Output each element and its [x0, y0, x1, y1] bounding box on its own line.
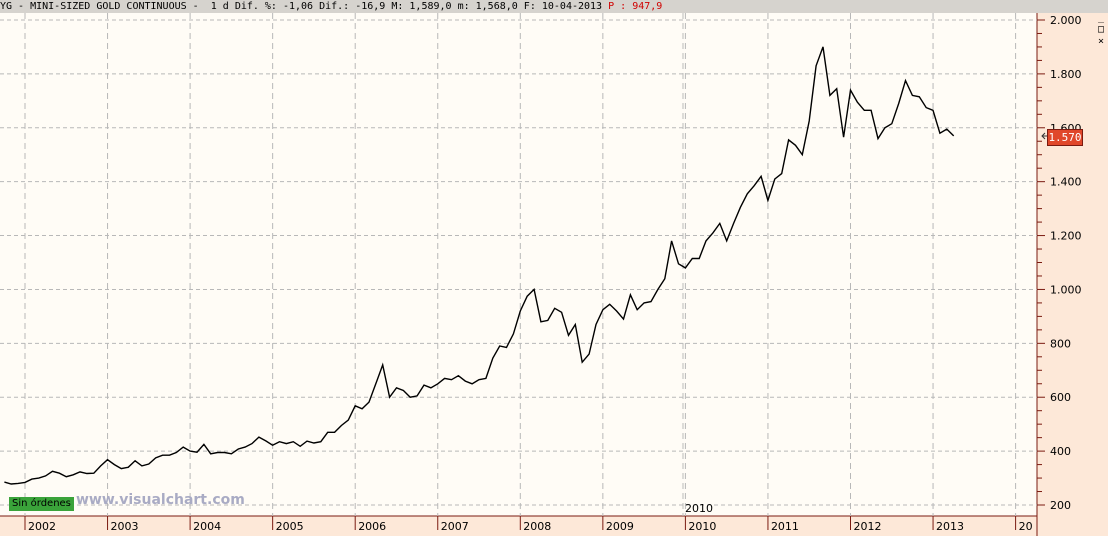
- x-tick-label: 2012: [854, 520, 882, 533]
- x-tick-label: 2013: [936, 520, 964, 533]
- y-tick-label: 1.000: [1050, 283, 1082, 296]
- x-tick-label: 2008: [523, 520, 551, 533]
- y-tick-label: 600: [1050, 391, 1071, 404]
- p-value: P : 947,9: [608, 1, 663, 12]
- y-tick-label: 2.000: [1050, 14, 1082, 27]
- stats-text: Dif. %: -1,06 Dif.: -16,9 M: 1,589,0 m: …: [234, 1, 603, 12]
- x-tick-label: 2002: [28, 520, 56, 533]
- minimize-button[interactable]: _: [1097, 12, 1104, 23]
- cursor-label: 2010: [685, 502, 713, 515]
- last-price-tag: 1.570: [1047, 129, 1083, 146]
- x-tick-label: 2011: [771, 520, 799, 533]
- y-axis-panel: [1037, 13, 1108, 536]
- chart-header: YG - MINI-SIZED GOLD CONTINUOUS - 1 d Di…: [0, 0, 1108, 47]
- x-tick-label: 2003: [111, 520, 139, 533]
- x-tick-label: 2007: [441, 520, 469, 533]
- y-tick-label: 1.200: [1050, 230, 1082, 243]
- watermark: www.visualchart.com: [76, 492, 245, 508]
- x-tick-label: 2006: [358, 520, 386, 533]
- y-tick-label: 800: [1050, 337, 1071, 350]
- x-tick-label: 2004: [193, 520, 221, 533]
- orders-status-button[interactable]: Sin órdenes: [9, 497, 74, 511]
- x-tick-label: 2005: [276, 520, 304, 533]
- x-tick-label: 2010: [688, 520, 716, 533]
- y-tick-label: 200: [1050, 499, 1071, 512]
- x-axis-panel: [0, 516, 1037, 536]
- y-tick-label: 400: [1050, 445, 1071, 458]
- maximize-button[interactable]: □: [1097, 24, 1104, 35]
- y-tick-label: 1.800: [1050, 68, 1082, 81]
- close-button[interactable]: ×: [1097, 36, 1104, 47]
- y-tick-label: 1.400: [1050, 176, 1082, 189]
- x-tick-label: 2009: [606, 520, 634, 533]
- plot-area: [0, 13, 1037, 516]
- symbol-title: YG - MINI-SIZED GOLD CONTINUOUS - 1 d: [0, 1, 229, 12]
- x-tick-label: 20: [1019, 520, 1033, 533]
- price-series-line: [4, 46, 955, 485]
